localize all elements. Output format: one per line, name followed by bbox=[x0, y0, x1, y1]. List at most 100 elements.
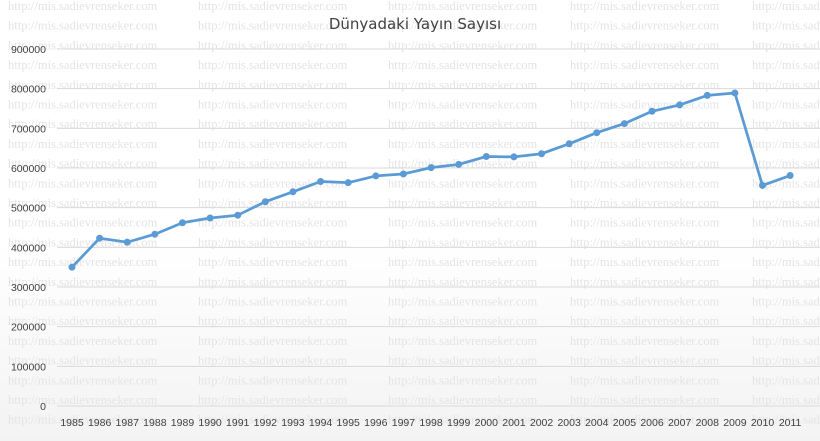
watermark-text: http://mis.sadievrenseker.com bbox=[570, 373, 720, 387]
data-point bbox=[648, 107, 656, 115]
watermark-text: http://mis.sadievrenseker.com bbox=[388, 255, 538, 269]
watermark-text: http://mis.sadievrenseker.com bbox=[8, 393, 158, 407]
watermark-text: http://mis.sadievrenseker.com bbox=[388, 78, 538, 92]
watermark-text: http://mis.sadievrenseker.com bbox=[8, 58, 158, 72]
data-point bbox=[317, 177, 325, 185]
x-tick-label: 2010 bbox=[751, 417, 775, 429]
watermark-text: http://mis.sadievrenseker.com bbox=[752, 314, 820, 328]
x-axis-ticks: 1985 1986 1987 1988 1989 1990 1991 1992 1993 1994… bbox=[60, 417, 801, 429]
watermark-text: http://mis.sadievrenseker.com bbox=[388, 314, 538, 328]
watermark-text: http://mis.sadievrenseker.com bbox=[8, 255, 158, 269]
watermark-text: http://mis.sadievrenseker.com bbox=[570, 98, 720, 112]
watermark-text: http://mis.sadievrenseker.com bbox=[8, 137, 158, 151]
watermark-text: http://mis.sadievrenseker.com bbox=[198, 196, 348, 210]
data-point bbox=[482, 152, 490, 160]
watermark-text: http://mis.sadievrenseker.com bbox=[198, 78, 348, 92]
watermark-text: http://mis.sadievrenseker.com bbox=[198, 393, 348, 407]
watermark-text: http://mis.sadievrenseker.com bbox=[198, 275, 348, 289]
data-point bbox=[123, 238, 131, 246]
x-tick-label: 2007 bbox=[668, 417, 692, 429]
watermark-text: http://mis.sadievrenseker.com bbox=[570, 235, 720, 249]
watermark-text: http://mis.sadievrenseker.com bbox=[752, 255, 820, 269]
watermark-text: http://mis.sadievrenseker.com bbox=[388, 295, 538, 309]
data-point bbox=[731, 89, 739, 97]
watermark-text: http://mis.sadievrenseker.com bbox=[388, 334, 538, 348]
watermark-text: http://mis.sadievrenseker.com bbox=[570, 354, 720, 368]
watermark-text: http://mis.sadievrenseker.com bbox=[752, 137, 820, 151]
watermark-text: http://mis.sadievrenseker.com bbox=[388, 137, 538, 151]
watermark-text: http://mis.sadievrenseker.com bbox=[752, 354, 820, 368]
watermark-text: http://mis.sadievrenseker.com bbox=[388, 19, 538, 33]
watermark-text: http://mis.sadievrenseker.com bbox=[198, 58, 348, 72]
watermark-text: http://mis.sadievrenseker.com bbox=[752, 216, 820, 230]
y-tick-label: 500000 bbox=[11, 203, 46, 215]
watermark-text: http://mis.sadievrenseker.com bbox=[570, 38, 720, 52]
watermark-text: http://mis.sadievrenseker.com bbox=[570, 0, 720, 13]
y-tick-label: 700000 bbox=[11, 123, 46, 135]
watermark-text: http://mis.sadievrenseker.com bbox=[388, 373, 538, 387]
y-tick-label: 0 bbox=[40, 401, 46, 413]
watermark-text: http://mis.sadievrenseker.com bbox=[8, 295, 158, 309]
series-layer bbox=[68, 89, 794, 271]
watermark-text: http://mis.sadievrenseker.com bbox=[8, 354, 158, 368]
watermark-text: http://mis.sadievrenseker.com bbox=[570, 295, 720, 309]
watermark-text: http://mis.sadievrenseker.com bbox=[8, 117, 158, 131]
watermark-layer: http://mis.sadievrenseker.com http://mis.… bbox=[8, 0, 820, 427]
watermark-text: http://mis.sadievrenseker.com bbox=[752, 78, 820, 92]
watermark-text: http://mis.sadievrenseker.com bbox=[570, 393, 720, 407]
watermark-text: http://mis.sadievrenseker.com bbox=[8, 314, 158, 328]
x-tick-label: 1996 bbox=[364, 417, 388, 429]
watermark-text: http://mis.sadievrenseker.com bbox=[570, 19, 720, 33]
x-tick-label: 1988 bbox=[143, 417, 167, 429]
x-tick-label: 2003 bbox=[557, 417, 581, 429]
watermark-text: http://mis.sadievrenseker.com bbox=[388, 38, 538, 52]
watermark-text: http://mis.sadievrenseker.com bbox=[388, 0, 538, 13]
y-tick-label: 600000 bbox=[11, 163, 46, 175]
watermark-text: http://mis.sadievrenseker.com bbox=[752, 393, 820, 407]
data-point bbox=[206, 214, 214, 222]
data-point bbox=[151, 230, 159, 238]
watermark-text: http://mis.sadievrenseker.com bbox=[570, 334, 720, 348]
y-tick-label: 900000 bbox=[11, 44, 46, 56]
watermark-text: http://mis.sadievrenseker.com bbox=[388, 413, 538, 427]
watermark-text: http://mis.sadievrenseker.com bbox=[752, 176, 820, 190]
watermark-text: http://mis.sadievrenseker.com bbox=[752, 58, 820, 72]
data-point bbox=[344, 179, 352, 187]
watermark-text: http://mis.sadievrenseker.com bbox=[198, 413, 348, 427]
data-point bbox=[289, 188, 297, 196]
x-tick-label: 1995 bbox=[337, 417, 361, 429]
watermark-text: http://mis.sadievrenseker.com bbox=[8, 19, 158, 33]
watermark-text: http://mis.sadievrenseker.com bbox=[570, 78, 720, 92]
watermark-text: http://mis.sadievrenseker.com bbox=[388, 393, 538, 407]
watermark-text: http://mis.sadievrenseker.com bbox=[8, 0, 158, 13]
watermark-text: http://mis.sadievrenseker.com bbox=[752, 196, 820, 210]
x-tick-label: 2011 bbox=[779, 417, 802, 429]
watermark-text: http://mis.sadievrenseker.com bbox=[388, 216, 538, 230]
x-tick-label: 1989 bbox=[171, 417, 195, 429]
watermark-text: http://mis.sadievrenseker.com bbox=[198, 137, 348, 151]
watermark-text: http://mis.sadievrenseker.com bbox=[570, 275, 720, 289]
data-point bbox=[178, 219, 186, 227]
watermark-text: http://mis.sadievrenseker.com bbox=[388, 275, 538, 289]
watermark-text: http://mis.sadievrenseker.com bbox=[570, 58, 720, 72]
watermark-text: http://mis.sadievrenseker.com bbox=[388, 98, 538, 112]
watermark-text: http://mis.sadievrenseker.com bbox=[8, 98, 158, 112]
watermark-text: http://mis.sadievrenseker.com bbox=[198, 176, 348, 190]
watermark-text: http://mis.sadievrenseker.com bbox=[8, 176, 158, 190]
chart-title: Dünyadaki Yayın Sayısı bbox=[329, 15, 501, 33]
watermark-text: http://mis.sadievrenseker.com bbox=[198, 314, 348, 328]
x-tick-label: 2004 bbox=[585, 417, 609, 429]
watermark-text: http://mis.sadievrenseker.com bbox=[752, 413, 820, 427]
watermark-text: http://mis.sadievrenseker.com bbox=[198, 373, 348, 387]
data-point bbox=[68, 263, 76, 271]
watermark-text: http://mis.sadievrenseker.com bbox=[752, 38, 820, 52]
watermark-text: http://mis.sadievrenseker.com bbox=[752, 19, 820, 33]
watermark-text: http://mis.sadievrenseker.com bbox=[198, 216, 348, 230]
data-point bbox=[455, 160, 463, 168]
watermark-text: http://mis.sadievrenseker.com bbox=[570, 413, 720, 427]
data-point bbox=[703, 91, 711, 99]
watermark-text: http://mis.sadievrenseker.com bbox=[388, 117, 538, 131]
watermark-text: http://mis.sadievrenseker.com bbox=[570, 216, 720, 230]
watermark-text: http://mis.sadievrenseker.com bbox=[198, 117, 348, 131]
